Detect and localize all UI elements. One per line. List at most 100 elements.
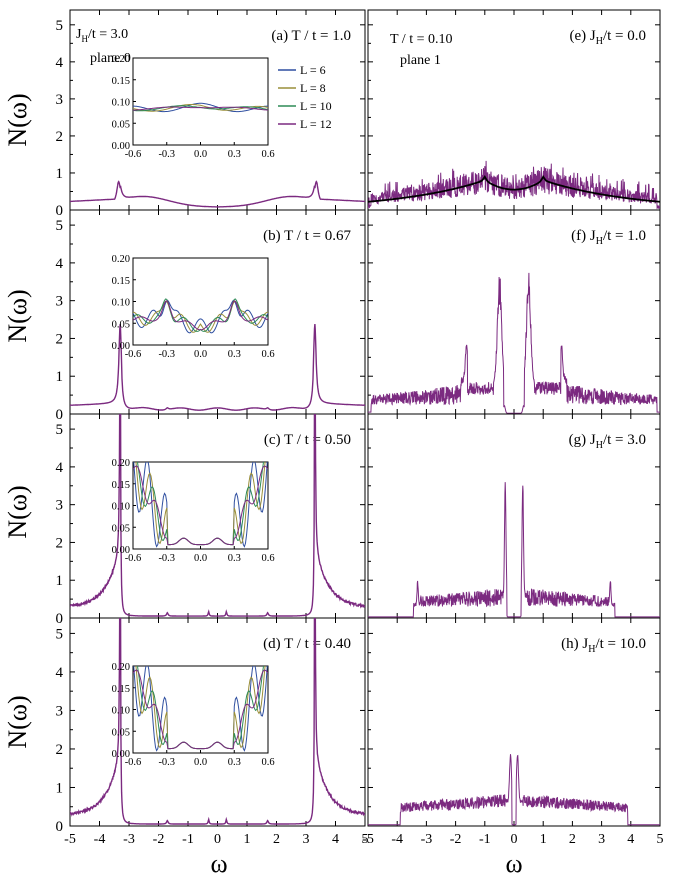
inset-xtick-label: 0.3 [228,349,241,360]
ytick-label: 2 [56,742,64,758]
xtick-label: -1 [479,832,491,847]
ytick-label: 5 [56,18,64,34]
ytick-label: 1 [56,573,64,589]
inset: 0.00 0.05 0.10 0.15 0.20 -0.6 -0.3 0.0 0.3 0.6 [112,458,275,564]
inset-frame [132,257,269,346]
xtick-label: 0 [214,832,221,847]
legend-label: L = 8 [300,81,326,95]
inset-xtick-label: 0.6 [261,149,274,160]
inset-xtick-label: -0.6 [125,757,142,768]
panel-label: (h) JH/t = 10.0 [561,636,646,655]
dos-curve-smooth [368,174,660,203]
inset-ytick-label: 0.10 [112,98,130,109]
legend-label: L = 6 [300,63,326,77]
panel-label: (d) T / t = 0.40 [263,636,351,652]
xtick-label: -2 [450,832,462,847]
inset-xtick-label: -0.3 [158,149,175,160]
inset-ytick-label: 0.10 [112,502,130,513]
panel-label: (a) T / t = 1.0 [271,28,351,44]
ytick-label: 3 [56,498,64,514]
panel-g: (g) JH/t = 3.0 [367,413,661,619]
ytick-label: 4 [56,460,64,476]
ylabel-b: N(ω) [3,289,32,342]
panel-label: (f) JH/t = 1.0 [571,228,646,247]
panel-label-sub: H [588,644,595,655]
inset-frame [132,461,269,550]
panel-label: (b) T / t = 0.67 [263,228,351,244]
dos-curve [70,180,365,208]
xtick-label: -4 [391,832,403,847]
inset-frame [132,57,269,146]
panel-label: (g) JH/t = 3.0 [569,432,646,451]
panel-label-text2: /t = 0.0 [603,28,646,44]
xtick-label: 5 [362,832,369,847]
inset-ytick-label: 0.20 [112,458,130,469]
inset-ytick-label: 0.15 [112,480,130,491]
annotation-temp-right: T / t = 0.10 [390,32,452,47]
inset-ytick-label: 0.05 [112,119,130,130]
ytick-label: 0 [56,611,64,627]
annotation-plane0: plane 0 [90,51,131,66]
panel-label-text: (g) J [569,432,596,448]
panel-label-text: (e) J [569,28,595,44]
inset-ytick-label: 0.15 [112,684,130,695]
xtick-label: -5 [64,832,76,847]
ytick-label: 3 [56,703,64,719]
xtick-label: 4 [332,832,339,847]
panel-f: (f) JH/t = 1.0 [367,209,661,415]
xtick-label: 3 [598,832,605,847]
inset-ytick-label: 0.15 [112,76,130,87]
ytick-label: 5 [56,218,64,234]
inset-ytick-label: 0.00 [112,341,130,352]
inset-series [133,300,268,333]
xtick-label: -3 [123,832,135,847]
dos-curve-noisy [368,160,660,210]
inset-ytick-label: 0.00 [112,545,130,556]
inset-ytick-label: 0.00 [112,141,130,152]
inset-xtick-label: 0.0 [194,553,207,564]
inset-xtick-label: 0.0 [194,757,207,768]
xtick-label: 5 [657,832,664,847]
ytick-label: 4 [56,55,64,71]
panel-label-text2: /t = 1.0 [603,228,646,244]
legend-label: L = 12 [300,117,332,131]
ytick-label: 3 [56,294,64,310]
annotation-jh-left: JH/t = 3.0 [76,27,128,44]
xlabel-left: ω [210,849,227,877]
panel-e: (e) JH/t = 0.0 [367,9,661,211]
panel-label: (c) T / t = 0.50 [264,432,351,448]
inset-ytick-label: 0.00 [112,749,130,760]
annotation-plane1: plane 1 [400,53,441,68]
xtick-label: -4 [94,832,106,847]
xtick-label: 3 [303,832,310,847]
inset: 0.00 0.05 0.10 0.15 0.20 -0.6 -0.3 0.0 0.3 0.6 L =… [112,54,332,160]
inset-xtick-label: -0.6 [125,349,142,360]
inset-xtick-label: -0.3 [158,349,175,360]
xtick-label: -5 [362,832,374,847]
panel-label-sub: H [596,440,603,451]
legend-label: L = 10 [300,99,332,113]
inset-frame [132,665,269,754]
ytick-label: 5 [56,422,64,438]
inset-xtick-label: -0.3 [158,553,175,564]
inset-ytick-label: 0.10 [112,706,130,717]
dos-curve-jh3 [368,482,660,618]
ytick-label: 1 [56,780,64,796]
inset-xtick-label: -0.6 [125,553,142,564]
ytick-label: 1 [56,166,64,182]
inset-ytick-label: 0.05 [112,727,130,738]
panel-label-text: (h) J [561,636,588,652]
inset-ytick-label: 0.20 [112,662,130,673]
dos-curve-jh1 [368,272,660,414]
inset-legend: L = 6 L = 8 L = 10 L = 12 [278,63,332,131]
xtick-label: 2 [273,832,280,847]
ytick-label: 0 [56,407,64,423]
xtick-label: -2 [153,832,165,847]
inset-xtick-label: -0.6 [125,149,142,160]
inset-series [133,465,268,546]
ytick-label: 2 [56,129,64,145]
